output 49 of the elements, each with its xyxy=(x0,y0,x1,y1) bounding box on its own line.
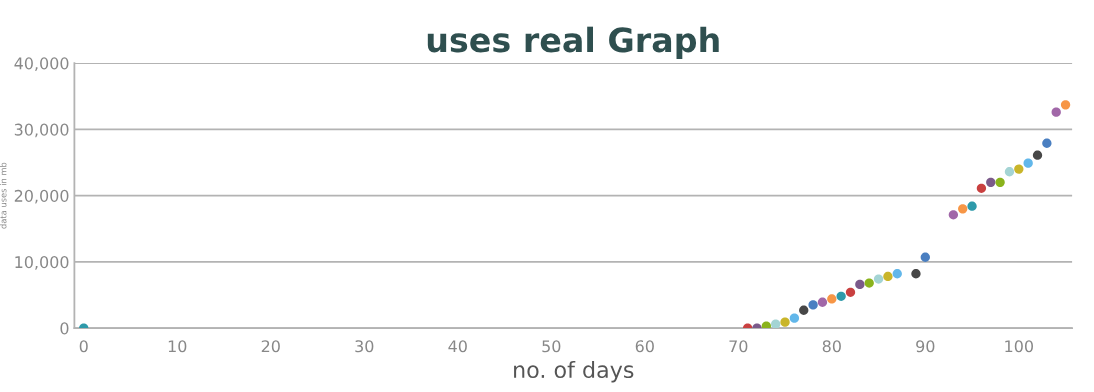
x-axis-title: no. of days xyxy=(514,360,634,383)
point xyxy=(808,300,818,310)
y-tick-label: 30,000 xyxy=(14,123,69,138)
point xyxy=(967,201,977,211)
x-tick-label: 100 xyxy=(1005,340,1033,353)
point xyxy=(799,305,809,315)
point xyxy=(883,271,893,282)
point xyxy=(976,183,987,193)
x-tick-label: 10 xyxy=(168,340,187,353)
point xyxy=(911,269,921,279)
point xyxy=(789,313,800,323)
point xyxy=(995,177,1005,188)
point xyxy=(827,294,837,304)
point xyxy=(1060,100,1071,110)
point xyxy=(892,269,902,279)
point xyxy=(948,210,959,220)
point xyxy=(761,321,772,329)
y-tick-label: 0 xyxy=(60,322,69,335)
point xyxy=(771,319,781,329)
point xyxy=(855,279,865,290)
x-tick-label: 30 xyxy=(355,340,374,353)
point xyxy=(986,177,996,188)
point xyxy=(845,287,856,297)
point xyxy=(1032,150,1043,160)
point xyxy=(817,297,828,307)
point xyxy=(836,291,846,301)
point xyxy=(873,274,884,284)
y-tick-label: 10,000 xyxy=(15,256,69,270)
point xyxy=(1004,167,1015,177)
point xyxy=(864,278,874,288)
point xyxy=(1051,107,1061,117)
point xyxy=(958,204,968,214)
y-axis-title: data uses in mb xyxy=(0,162,7,229)
point xyxy=(1023,158,1033,168)
y-tick-label: 20,000 xyxy=(14,189,69,204)
x-tick-label: 20 xyxy=(261,340,280,353)
chart-title: uses real Graph xyxy=(427,26,719,59)
y-tick-label: 40,000 xyxy=(14,57,69,72)
x-tick-label: 50 xyxy=(542,340,561,353)
point xyxy=(780,317,790,327)
point xyxy=(1014,164,1024,174)
x-tick-label: 0 xyxy=(79,340,88,353)
x-tick-label: 90 xyxy=(916,340,935,353)
x-tick-label: 60 xyxy=(635,340,654,353)
x-tick-label: 40 xyxy=(448,340,467,353)
point xyxy=(1042,138,1052,148)
x-tick-label: 70 xyxy=(729,340,748,353)
point xyxy=(920,252,930,262)
x-tick-label: 80 xyxy=(822,340,841,353)
